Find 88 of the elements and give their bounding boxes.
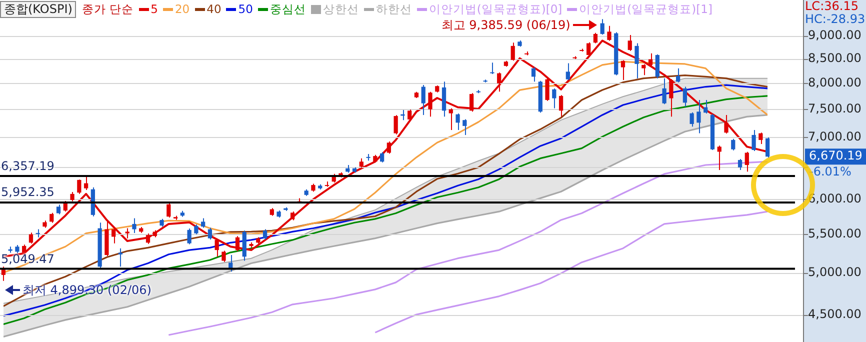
candlestick bbox=[552, 88, 556, 109]
candlestick bbox=[118, 248, 123, 268]
candlestick bbox=[386, 141, 392, 154]
candlestick bbox=[545, 78, 550, 102]
candlestick bbox=[628, 34, 632, 52]
candlestick bbox=[696, 99, 701, 134]
candlestick bbox=[77, 179, 82, 194]
candlestick bbox=[222, 250, 226, 262]
text: 6,670.19 bbox=[809, 148, 862, 163]
y-tick-label: 9,000.00 bbox=[808, 28, 862, 42]
candlestick bbox=[731, 138, 736, 151]
candlestick bbox=[166, 202, 171, 218]
y-tick-label: 8,000.00 bbox=[808, 76, 862, 90]
legend-label: 5 bbox=[150, 1, 158, 18]
candlestick bbox=[394, 114, 398, 135]
candlestick bbox=[448, 108, 453, 130]
candlestick bbox=[593, 32, 598, 44]
text: HC:-28.93 bbox=[805, 12, 866, 26]
chart-title: 종합(KOSPI) bbox=[0, 1, 76, 18]
candlestick bbox=[648, 52, 653, 66]
candlestick bbox=[717, 145, 722, 171]
candlestick bbox=[634, 42, 639, 79]
y-tick-label: 7,000.00 bbox=[808, 129, 862, 144]
legend-label: 상한선 bbox=[322, 1, 359, 18]
candlestick bbox=[758, 132, 763, 144]
candlestick bbox=[359, 158, 364, 168]
candlestick bbox=[84, 175, 88, 190]
candlestick bbox=[428, 91, 432, 118]
y-tick-label: 7,500.00 bbox=[808, 102, 862, 116]
candlestick bbox=[132, 218, 136, 234]
legend-label: 이안기법(일목균형표)[0] bbox=[428, 1, 562, 18]
candlestick bbox=[194, 224, 198, 235]
ref-line-label: 6,357.19 bbox=[1, 158, 54, 173]
candlestick bbox=[28, 232, 34, 244]
candlestick bbox=[620, 60, 626, 80]
legend-label: 이안기법(일목균형표)[1] bbox=[579, 1, 712, 18]
legend-label: 20 bbox=[174, 1, 190, 18]
candlestick bbox=[669, 78, 674, 118]
candlestick bbox=[262, 228, 268, 240]
candlestick bbox=[558, 94, 564, 118]
ref-line-label: 5,952.35 bbox=[1, 185, 54, 200]
legend-label: 하한선 bbox=[376, 1, 412, 18]
candlestick bbox=[676, 68, 680, 83]
candlestick bbox=[531, 66, 536, 82]
candlestick bbox=[497, 72, 502, 92]
candlestick bbox=[724, 114, 728, 134]
legend-label: 중심선 bbox=[270, 1, 306, 18]
candlestick bbox=[566, 62, 570, 81]
candlestick bbox=[690, 112, 694, 128]
candlestick bbox=[765, 136, 770, 158]
candlestick bbox=[125, 228, 130, 239]
legend-label: 40 bbox=[206, 1, 222, 18]
candlestick bbox=[70, 191, 74, 202]
y-tick-label: 4,500.00 bbox=[808, 307, 862, 322]
candlestick bbox=[642, 64, 646, 76]
candlestick bbox=[408, 109, 412, 121]
candlestick bbox=[744, 151, 749, 172]
candlestick bbox=[56, 204, 61, 215]
candlestick bbox=[146, 233, 150, 244]
candlestick bbox=[510, 42, 515, 62]
candlestick bbox=[600, 18, 604, 36]
candlestick bbox=[752, 129, 756, 152]
candlestick bbox=[201, 218, 206, 228]
candlestick bbox=[442, 81, 446, 118]
text: LC:36.15 bbox=[805, 0, 858, 14]
legend-label: 50 bbox=[238, 1, 253, 18]
candlestick bbox=[50, 212, 54, 224]
candlestick bbox=[112, 227, 116, 244]
y-tick-label: 5,000.00 bbox=[808, 264, 862, 279]
candlestick bbox=[469, 92, 474, 112]
candlestick bbox=[704, 99, 708, 114]
y-tick-label: 8,500.00 bbox=[808, 51, 862, 66]
legend-title: 종가 단순 bbox=[82, 1, 134, 18]
candlestick bbox=[738, 158, 742, 171]
candlestick bbox=[208, 227, 212, 240]
candlestick bbox=[380, 152, 384, 163]
annotation: 최고 9,385.59 (06/19) bbox=[441, 18, 570, 32]
candlestick bbox=[655, 54, 660, 79]
candlestick bbox=[490, 62, 494, 74]
candlestick bbox=[456, 112, 460, 130]
candlestick bbox=[462, 118, 467, 136]
y-tick-label: 5,500.00 bbox=[808, 226, 862, 240]
candlestick bbox=[607, 25, 612, 42]
candlestick bbox=[682, 86, 688, 108]
candlestick bbox=[662, 78, 666, 105]
candlestick bbox=[187, 228, 192, 245]
candlestick bbox=[421, 84, 426, 116]
candlestick bbox=[235, 236, 240, 252]
